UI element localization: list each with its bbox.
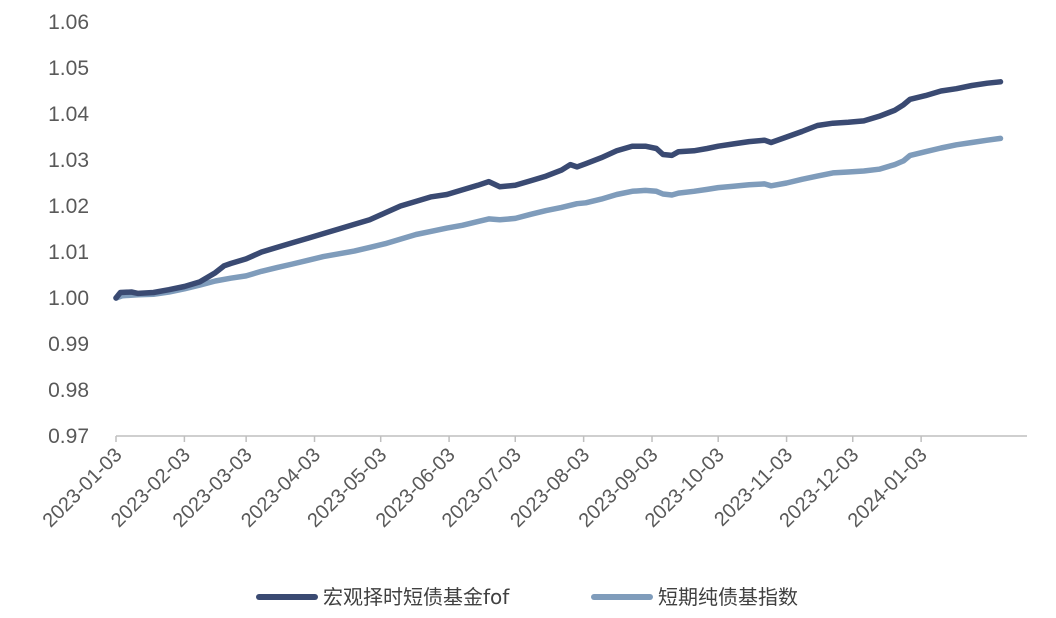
y-tick-label: 1.02: [48, 195, 89, 218]
y-tick-label: 1.05: [48, 57, 89, 80]
series-lines: [113, 79, 1004, 301]
y-tick-label: 1.04: [48, 103, 89, 126]
y-tick-label: 0.98: [48, 379, 89, 402]
y-tick-label: 1.06: [48, 11, 89, 34]
y-axis-ticks: 0.97 0.98 0.99 1.00 1.01 1.02 1.03 1.04 1.05 1.06: [48, 11, 89, 448]
series-line-1: [113, 79, 1004, 301]
y-tick-label: 0.97: [48, 425, 89, 448]
legend-label-series-1: 宏观择时短债基金fof: [323, 585, 510, 609]
legend-label-series-2: 短期纯债基指数: [658, 585, 798, 609]
legend: 宏观择时短债基金fof 短期纯债基指数: [256, 585, 798, 609]
y-tick-label: 1.00: [48, 287, 89, 310]
y-tick-label: 0.99: [48, 333, 89, 356]
series-line-2: [113, 135, 1004, 301]
y-tick-label: 1.01: [48, 241, 89, 264]
x-axis-ticks: 2023-01-032023-02-032023-03-032023-04-03…: [39, 436, 932, 532]
y-tick-label: 1.03: [48, 149, 89, 172]
